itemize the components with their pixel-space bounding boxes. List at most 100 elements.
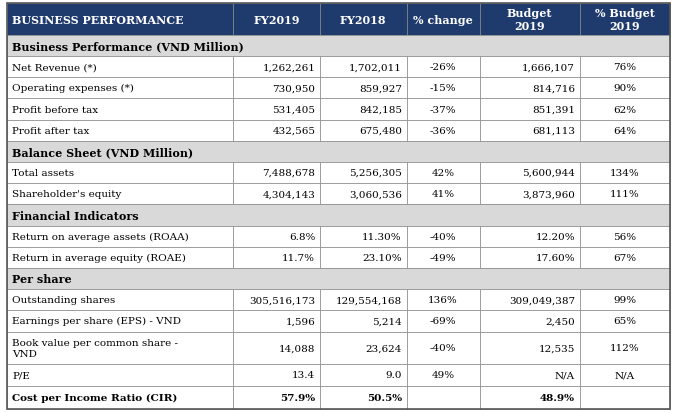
Bar: [233, 290, 320, 311]
Text: 4,304,143: 4,304,143: [262, 190, 315, 199]
Text: -69%: -69%: [430, 317, 456, 325]
Bar: [233, 120, 320, 142]
Text: 851,391: 851,391: [532, 105, 575, 114]
Bar: [406, 78, 480, 99]
Bar: [7, 311, 233, 332]
Text: 62%: 62%: [613, 105, 636, 114]
Bar: [580, 311, 669, 332]
Bar: [320, 386, 406, 409]
Text: % change: % change: [413, 14, 473, 26]
Text: 681,113: 681,113: [532, 126, 575, 135]
Bar: [580, 120, 669, 142]
Text: FY2019: FY2019: [253, 14, 300, 26]
Text: Net Revenue (*): Net Revenue (*): [12, 63, 97, 72]
Text: 1,666,107: 1,666,107: [522, 63, 575, 72]
Text: 1,262,261: 1,262,261: [262, 63, 315, 72]
Bar: [580, 226, 669, 247]
Text: Operating expenses (*): Operating expenses (*): [12, 84, 134, 93]
Bar: [7, 99, 233, 120]
Text: 129,554,168: 129,554,168: [335, 296, 402, 304]
Bar: [580, 386, 669, 409]
Bar: [580, 184, 669, 205]
Text: Shareholder's equity: Shareholder's equity: [12, 190, 121, 199]
Bar: [480, 247, 580, 268]
Bar: [480, 226, 580, 247]
Text: 730,950: 730,950: [273, 84, 315, 93]
Bar: [480, 311, 580, 332]
Bar: [320, 163, 406, 184]
Bar: [406, 332, 480, 365]
Text: -37%: -37%: [430, 105, 456, 114]
Text: P/E: P/E: [12, 370, 30, 380]
Text: 1,596: 1,596: [286, 317, 315, 325]
Text: BUSINESS PERFORMANCE: BUSINESS PERFORMANCE: [12, 14, 184, 26]
Text: Book value per common share -
VND: Book value per common share - VND: [12, 338, 178, 358]
Bar: [320, 226, 406, 247]
Text: 5,600,944: 5,600,944: [522, 169, 575, 178]
Text: -36%: -36%: [430, 126, 456, 135]
Bar: [7, 386, 233, 409]
Text: 111%: 111%: [610, 190, 640, 199]
Bar: [406, 99, 480, 120]
Bar: [406, 365, 480, 386]
Bar: [406, 4, 480, 36]
Text: -15%: -15%: [430, 84, 456, 93]
Bar: [480, 57, 580, 78]
Bar: [7, 332, 233, 365]
Text: Cost per Income Ratio (CIR): Cost per Income Ratio (CIR): [12, 393, 178, 402]
Text: -40%: -40%: [430, 344, 456, 353]
Text: 5,256,305: 5,256,305: [349, 169, 402, 178]
Bar: [580, 4, 669, 36]
Bar: [406, 311, 480, 332]
Bar: [480, 163, 580, 184]
Bar: [320, 311, 406, 332]
Text: 64%: 64%: [613, 126, 636, 135]
Bar: [480, 386, 580, 409]
Bar: [7, 142, 669, 163]
Bar: [480, 120, 580, 142]
Text: 23.10%: 23.10%: [362, 253, 402, 262]
Bar: [406, 184, 480, 205]
Bar: [580, 290, 669, 311]
Bar: [480, 365, 580, 386]
Text: 90%: 90%: [613, 84, 636, 93]
Bar: [7, 365, 233, 386]
Bar: [480, 99, 580, 120]
Bar: [406, 163, 480, 184]
Bar: [580, 99, 669, 120]
Text: 814,716: 814,716: [532, 84, 575, 93]
Text: 1,702,011: 1,702,011: [349, 63, 402, 72]
Bar: [233, 78, 320, 99]
Bar: [320, 57, 406, 78]
Bar: [320, 290, 406, 311]
Text: 49%: 49%: [431, 370, 455, 380]
Bar: [7, 184, 233, 205]
Bar: [406, 386, 480, 409]
Bar: [580, 78, 669, 99]
Bar: [320, 332, 406, 365]
Text: Financial Indicators: Financial Indicators: [12, 210, 139, 221]
Text: 6.8%: 6.8%: [289, 232, 315, 241]
Text: Balance Sheet (VND Million): Balance Sheet (VND Million): [12, 147, 193, 158]
Bar: [7, 57, 233, 78]
Bar: [406, 290, 480, 311]
Bar: [233, 99, 320, 120]
Text: -26%: -26%: [430, 63, 456, 72]
Text: 56%: 56%: [613, 232, 636, 241]
Text: 12,535: 12,535: [538, 344, 575, 353]
Text: Outstanding shares: Outstanding shares: [12, 296, 115, 304]
Text: 17.60%: 17.60%: [535, 253, 575, 262]
Bar: [233, 226, 320, 247]
Text: 112%: 112%: [610, 344, 640, 353]
Bar: [7, 247, 233, 268]
Text: 57.9%: 57.9%: [280, 393, 315, 402]
Bar: [7, 268, 669, 290]
Bar: [7, 4, 233, 36]
Bar: [480, 184, 580, 205]
Text: 134%: 134%: [610, 169, 640, 178]
Bar: [7, 36, 669, 57]
Text: 305,516,173: 305,516,173: [249, 296, 315, 304]
Bar: [233, 4, 320, 36]
Text: -49%: -49%: [430, 253, 456, 262]
Text: Budget
2019: Budget 2019: [507, 8, 553, 32]
